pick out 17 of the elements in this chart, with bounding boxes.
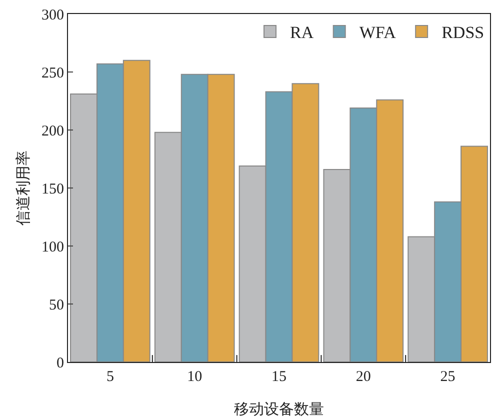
y-tick-label: 0 bbox=[56, 355, 64, 372]
y-tick-label: 50 bbox=[49, 297, 64, 314]
y-tick-label: 150 bbox=[42, 181, 64, 198]
y-tick-label: 300 bbox=[42, 7, 64, 24]
x-tick-label: 5 bbox=[106, 369, 114, 385]
x-tick-label: 25 bbox=[440, 369, 456, 385]
x-axis-title: 移动设备数量 bbox=[234, 400, 324, 418]
y-tick-label: 100 bbox=[42, 239, 64, 256]
x-tick-label: 10 bbox=[187, 369, 202, 385]
legend-label: RDSS bbox=[442, 23, 484, 42]
legend-label: WFA bbox=[359, 23, 397, 42]
x-tick-label: 20 bbox=[356, 369, 371, 385]
x-tick-label: 15 bbox=[272, 369, 286, 385]
legend-label: RA bbox=[290, 23, 314, 42]
y-tick-label: 250 bbox=[42, 65, 64, 82]
y-tick-label: 200 bbox=[42, 123, 64, 140]
y-axis-title: 信道利用率 bbox=[14, 150, 32, 226]
